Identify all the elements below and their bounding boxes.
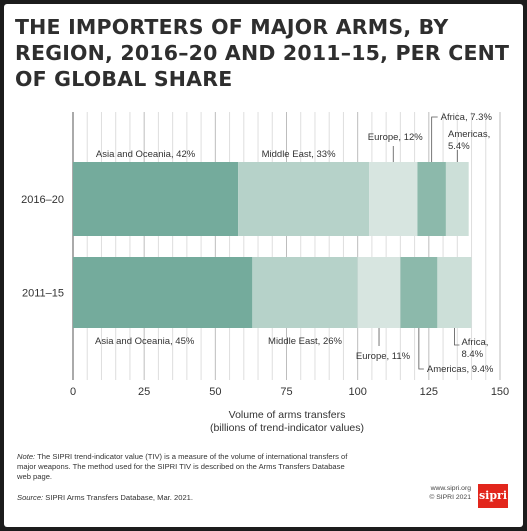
data-label-americas-2016-line1: Americas, (448, 129, 490, 140)
bar-middle_east-1 (252, 257, 358, 328)
data-label-americas-2011: Americas, 9.4% (427, 364, 494, 375)
note-text: The SIPRI trend-indicator value (TIV) is… (17, 452, 348, 481)
bar-asia_oceania-0 (73, 162, 239, 236)
bar-africa-1 (400, 257, 438, 328)
bar-europe-0 (369, 162, 418, 236)
bar-americas-1 (437, 257, 472, 328)
leader-africa-2011 (454, 328, 460, 346)
sipri-logo: sipri (478, 484, 508, 508)
website-link[interactable]: www.sipri.org (430, 485, 471, 492)
data-label-americas-2016-line2: 5.4% (448, 141, 470, 152)
bar-europe-1 (357, 257, 401, 328)
bar-africa-0 (417, 162, 446, 236)
website-block: www.sipri.org © SIPRI 2021 (395, 485, 471, 502)
x-tick-label-50: 50 (209, 386, 221, 398)
x-tick-label-25: 25 (138, 386, 150, 398)
source: Source: SIPRI Arms Transfers Database, M… (17, 493, 193, 502)
x-axis-label-line1: Volume of arms transfers (229, 409, 346, 421)
bar-asia_oceania-1 (73, 257, 253, 328)
x-axis-label-line2: (billions of trend-indicator values) (210, 422, 364, 434)
leader-americas-2011 (418, 328, 424, 370)
data-label-asia-2016: Asia and Oceania, 42% (96, 149, 196, 160)
data-label-middle-east-2011: Middle East, 26% (268, 336, 342, 347)
data-label-africa-2011-line2: 8.4% (461, 349, 483, 360)
category-label-0: 2016–20 (21, 194, 64, 206)
x-tick-label-75: 75 (280, 386, 292, 398)
note-label: Note: (17, 452, 36, 461)
data-label-europe-2011: Europe, 11% (356, 351, 411, 362)
x-tick-label-100: 100 (348, 386, 366, 398)
x-tick-label-125: 125 (420, 386, 438, 398)
data-label-africa-2011-line1: Africa, (461, 337, 488, 348)
leader-africa-2016 (431, 116, 438, 162)
note: Note: The SIPRI trend-indicator value (T… (17, 452, 357, 482)
source-text: SIPRI Arms Transfers Database, Mar. 2021… (45, 493, 194, 502)
bar-americas-0 (445, 162, 469, 236)
data-label-africa-2016: Africa, 7.3% (441, 112, 493, 123)
chart-title: THE IMPORTERS OF MAJOR ARMS, BY REGION, … (15, 15, 510, 91)
category-label-1: 2011–15 (22, 288, 64, 300)
data-label-middle-east-2016: Middle East, 33% (262, 149, 336, 160)
data-label-europe-2016: Europe, 12% (368, 132, 423, 143)
x-tick-label-0: 0 (70, 386, 76, 398)
bar-middle_east-0 (238, 162, 370, 236)
data-label-asia-2011: Asia and Oceania, 45% (95, 336, 195, 347)
copyright: © SIPRI 2021 (429, 493, 471, 501)
x-tick-label-150: 150 (491, 386, 509, 398)
source-label: Source: (17, 493, 44, 502)
